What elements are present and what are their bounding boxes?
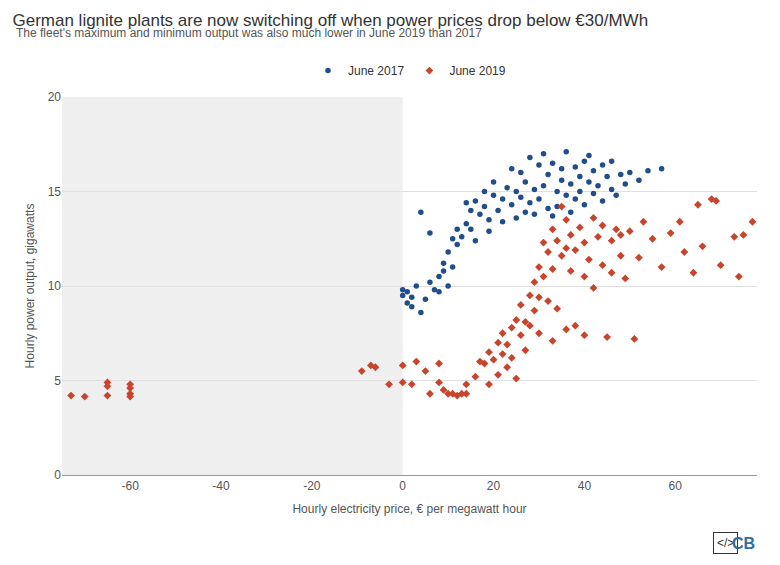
svg-text:</>: </> <box>717 536 734 550</box>
svg-text:June 2017: June 2017 <box>348 64 404 78</box>
svg-text:0: 0 <box>54 468 61 482</box>
svg-text:CB: CB <box>732 535 755 552</box>
svg-text:-60: -60 <box>121 479 139 493</box>
svg-text:Hourly power output, gigawatts: Hourly power output, gigawatts <box>23 204 37 369</box>
svg-text:Hourly electricity price, € pe: Hourly electricity price, € per megawatt… <box>292 502 526 516</box>
svg-text:60: 60 <box>669 479 683 493</box>
svg-text:5: 5 <box>54 374 61 388</box>
svg-text:10: 10 <box>48 279 62 293</box>
svg-text:20: 20 <box>48 90 62 104</box>
svg-text:0: 0 <box>399 479 406 493</box>
svg-text:The fleet's maximum and minimu: The fleet's maximum and minimum output w… <box>16 26 482 40</box>
svg-text:June 2019: June 2019 <box>449 64 505 78</box>
svg-text:15: 15 <box>48 185 62 199</box>
svg-text:German lignite plants are now: German lignite plants are now switching … <box>12 11 648 30</box>
svg-text:20: 20 <box>487 479 501 493</box>
svg-text:40: 40 <box>578 479 592 493</box>
svg-text:-20: -20 <box>303 479 321 493</box>
svg-text:-40: -40 <box>212 479 230 493</box>
